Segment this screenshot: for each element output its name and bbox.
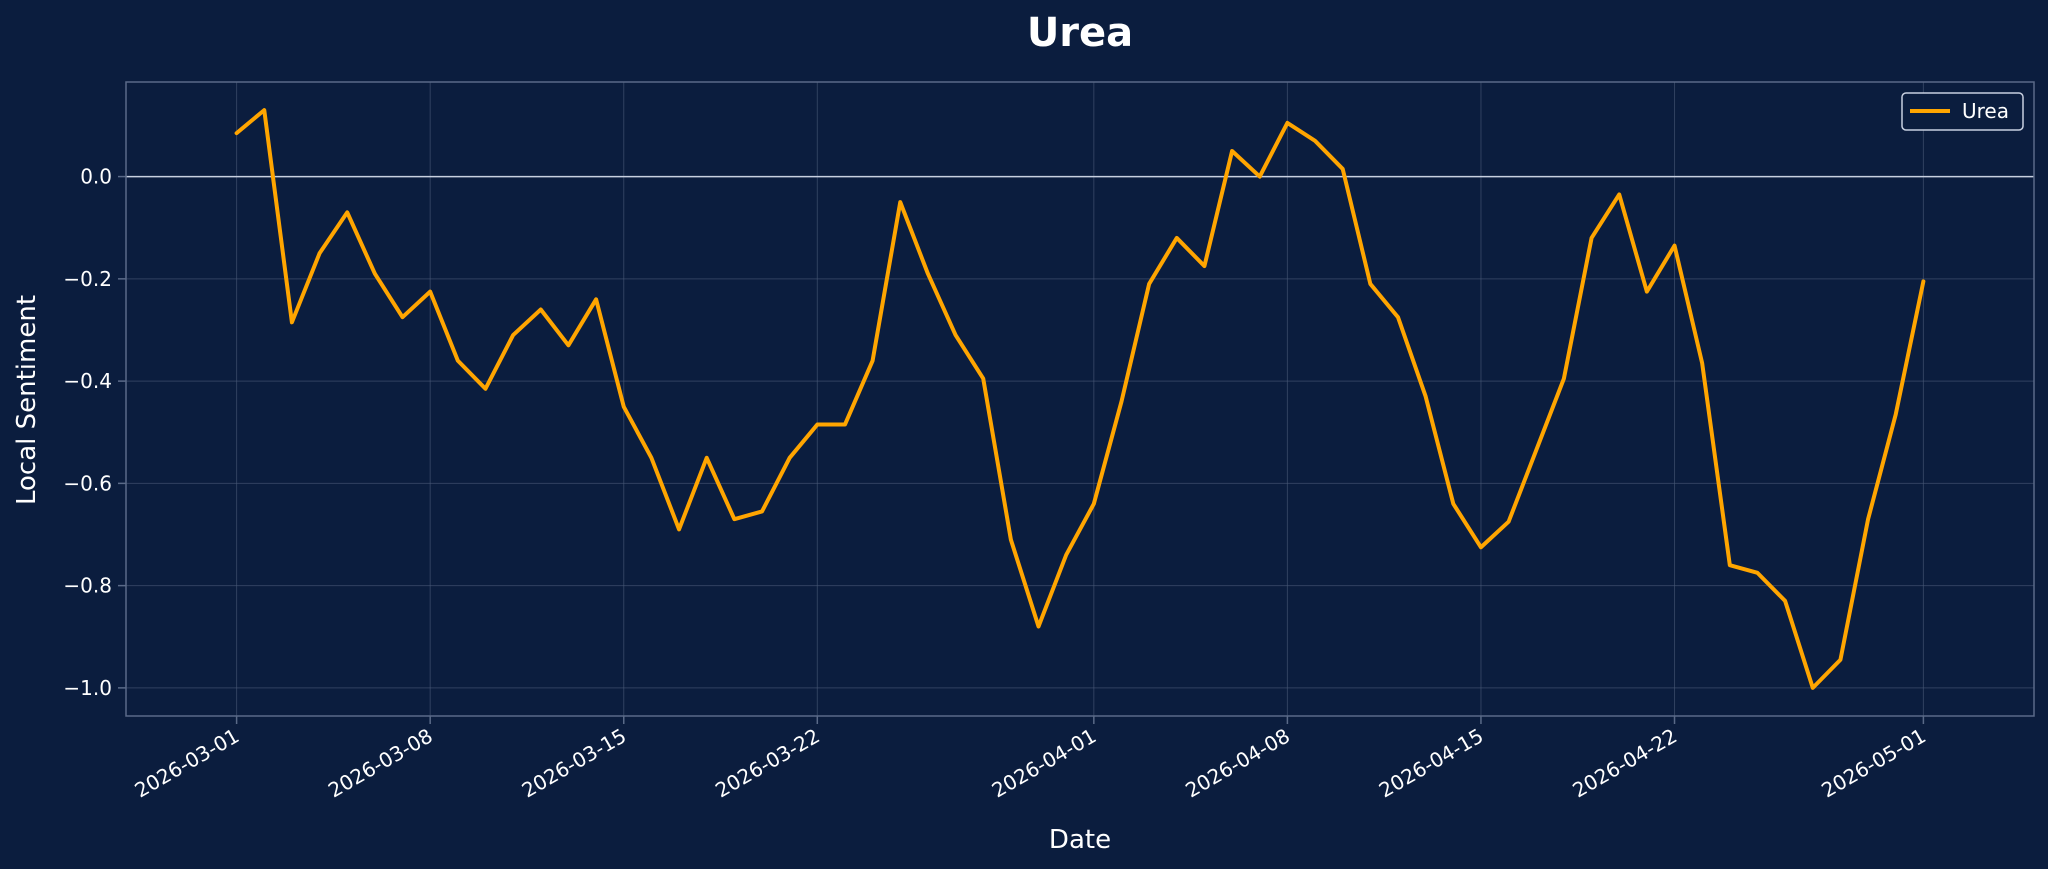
x-axis-label: Date: [1049, 825, 1111, 855]
legend-label-urea: Urea: [1962, 99, 2009, 123]
y-tick-label: −0.8: [63, 574, 112, 598]
y-axis-label: Local Sentiment: [12, 295, 42, 505]
series-layer: [234, 108, 1926, 690]
y-tick-label: −0.6: [63, 471, 112, 495]
y-tick-label: −0.2: [63, 267, 112, 291]
chart-title: Urea: [1027, 10, 1133, 56]
y-tick-label: 0.0: [80, 165, 112, 189]
y-tick-label: −0.4: [63, 369, 112, 393]
y-tick-label: −1.0: [63, 676, 112, 700]
plot-frame: [125, 81, 2035, 717]
legend-box: [1901, 92, 2024, 131]
series-line-urea: [234, 108, 1926, 690]
legend: Urea: [1901, 92, 2024, 131]
y-axis: 0.0 −0.2 −0.4 −0.6 −0.8 −1.0: [63, 165, 126, 700]
